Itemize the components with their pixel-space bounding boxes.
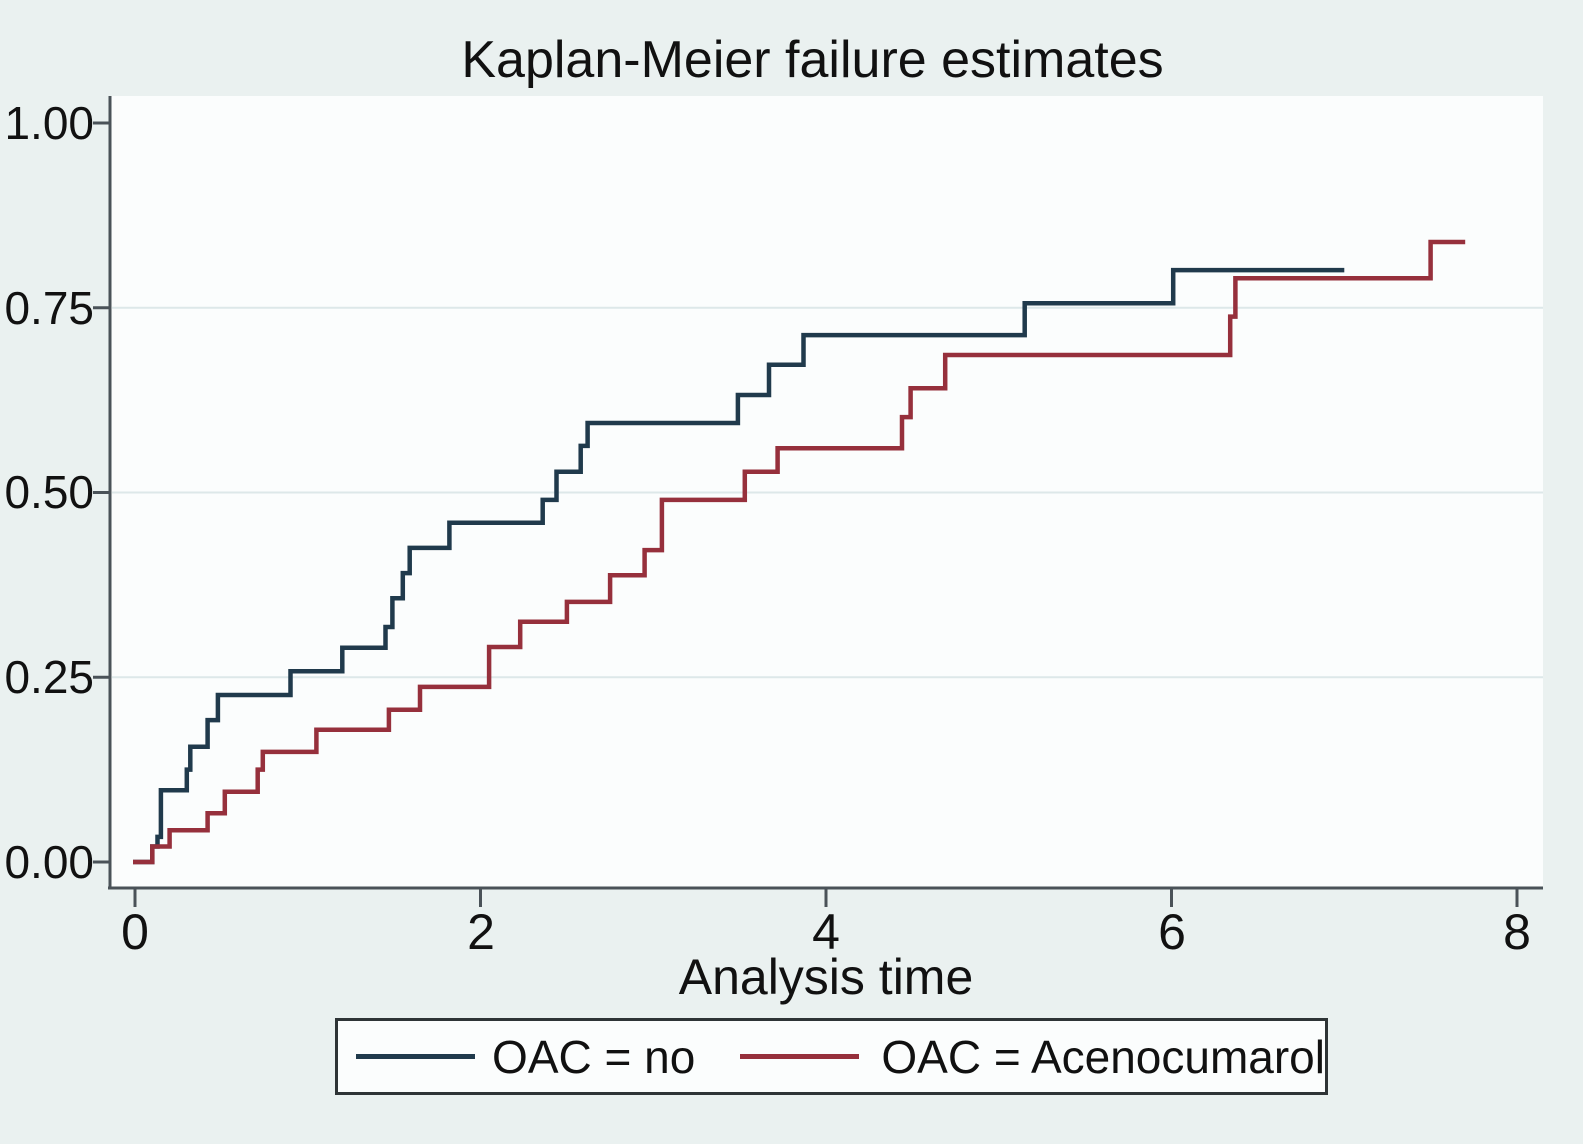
y-tick-label-0.25: 0.25 <box>4 651 94 703</box>
x-tick-label-4: 4 <box>812 904 840 960</box>
legend-box: OAC = no OAC = Acenocumarol <box>335 1018 1328 1095</box>
legend-line-oac-no-icon <box>356 1054 476 1059</box>
y-tick-label-0.50: 0.50 <box>4 466 94 518</box>
y-tick-label-0.00: 0.00 <box>4 836 94 888</box>
legend-label-oac-no: OAC = no <box>492 1030 696 1083</box>
y-tick-label-0.75: 0.75 <box>4 282 94 334</box>
x-tick-label-2: 2 <box>467 904 495 960</box>
x-axis-title: Analysis time <box>678 949 974 1005</box>
x-tick-label-0: 0 <box>121 904 149 960</box>
legend-label-oac-acenocumarol: OAC = Acenocumarol <box>881 1030 1325 1083</box>
legend-line-oac-acenocumarol-icon <box>740 1054 860 1059</box>
x-tick-label-6: 6 <box>1158 904 1186 960</box>
x-tick-label-8: 8 <box>1503 904 1531 960</box>
chart-title: Kaplan-Meier failure estimates <box>461 31 1164 89</box>
km-curve-oac-acenocumarol <box>133 239 1466 865</box>
y-tick-label-1.00: 1.00 <box>4 97 94 149</box>
km-curve-oac-no <box>133 267 1345 865</box>
